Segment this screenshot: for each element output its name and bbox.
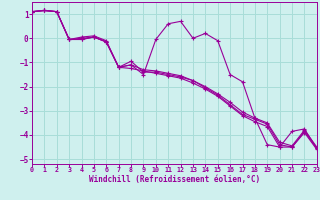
X-axis label: Windchill (Refroidissement éolien,°C): Windchill (Refroidissement éolien,°C) [89, 175, 260, 184]
